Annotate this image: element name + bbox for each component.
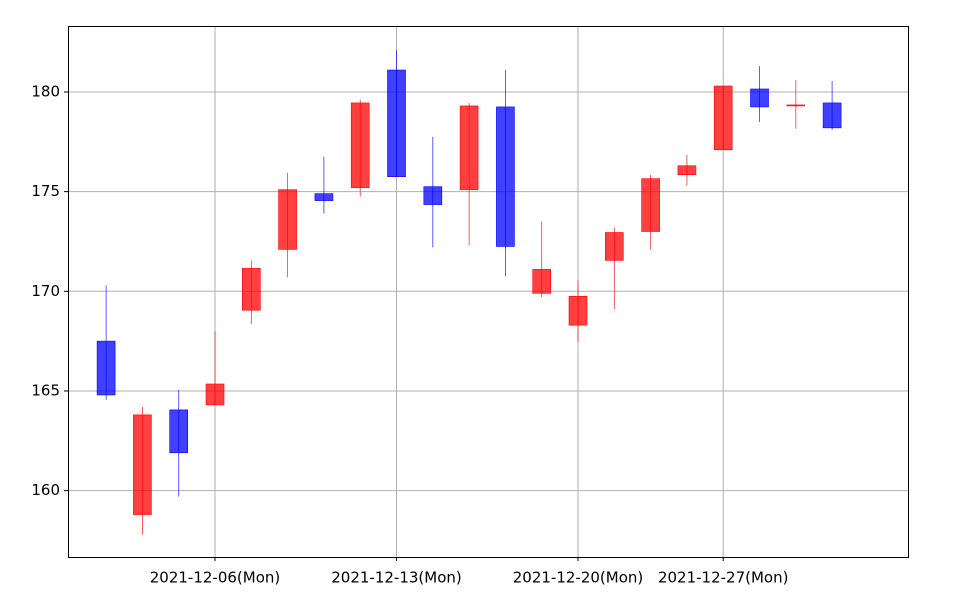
candle-body: [169, 409, 189, 454]
candle-body: [459, 105, 479, 190]
candle-body: [278, 189, 297, 250]
candle-body: [314, 193, 334, 201]
y-tick-label: 165: [31, 381, 60, 399]
candle-body: [641, 178, 660, 232]
y-tick-label: 175: [31, 182, 60, 200]
candle-body: [96, 340, 116, 396]
axes-frame: [68, 26, 909, 558]
candle-body: [677, 165, 697, 175]
candle-body: [568, 295, 588, 326]
candle-body: [713, 85, 733, 151]
candle-body: [242, 268, 261, 311]
candle-body: [605, 232, 624, 261]
candle-body: [750, 88, 769, 108]
candle-body: [496, 106, 515, 247]
x-tick-label: 2021-12-27(Mon): [658, 569, 789, 587]
candle-body: [387, 69, 406, 177]
x-tick-label: 2021-12-20(Mon): [513, 569, 644, 587]
y-tick-label: 180: [31, 82, 60, 100]
candle-body: [532, 269, 552, 294]
candle-body: [822, 102, 842, 129]
plot-area: [68, 26, 908, 557]
x-tick-label: 2021-12-06(Mon): [150, 569, 281, 587]
candle-body: [786, 104, 806, 107]
y-tick-label: 170: [31, 282, 60, 300]
y-tick-label: 160: [31, 481, 60, 499]
candle-body: [205, 383, 225, 406]
candle-body: [423, 186, 443, 205]
candle-body: [133, 414, 152, 515]
x-tick-label: 2021-12-13(Mon): [331, 569, 462, 587]
candle-body: [350, 102, 370, 188]
